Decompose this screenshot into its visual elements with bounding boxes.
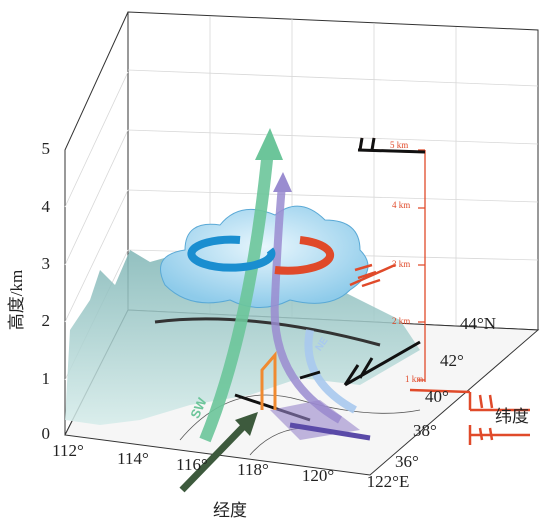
x-tick: 116° [176, 455, 208, 474]
z-tick: 5 [42, 139, 51, 158]
height-label: 3 km [392, 259, 410, 269]
z-tick: 1 [42, 369, 51, 388]
z-tick: 0 [42, 424, 51, 443]
cold-pool [270, 400, 360, 440]
purple-flow [270, 184, 342, 424]
x-title: 经度 [213, 501, 247, 520]
x-tick: 112° [52, 441, 84, 460]
z-tick: 4 [42, 197, 51, 216]
z-tick: 3 [42, 254, 51, 273]
y-tick: 38° [413, 421, 437, 440]
sw-arrowhead [255, 128, 283, 160]
y-title: 纬度 [495, 407, 529, 426]
y-tick: 40° [425, 387, 449, 406]
trough-line [154, 317, 381, 347]
grid-lines [64, 16, 539, 381]
x-tick: 114° [117, 449, 149, 468]
ne-flow [304, 329, 357, 414]
rotation-red [274, 236, 335, 275]
sw-flow [199, 149, 274, 443]
y-tick: 42° [440, 351, 464, 370]
rotation-blue [187, 235, 276, 272]
height-scale [418, 149, 426, 382]
height-label: 2 km [392, 316, 410, 326]
height-label: 5 km [390, 140, 408, 150]
x-tick: 122°E [367, 472, 410, 491]
y-tick: 44°N [460, 314, 496, 333]
wind-barbs [299, 137, 426, 387]
inflow-arrowhead [235, 412, 258, 436]
cloud [160, 205, 369, 308]
y-tick: 36° [395, 452, 419, 471]
z-tick: 2 [42, 311, 51, 330]
inflow-arrow [179, 422, 248, 493]
height-label: 1 km [405, 374, 423, 384]
low-level-flow [289, 422, 371, 441]
z-title: 高度/km [7, 270, 26, 330]
x-tick: 118° [237, 460, 269, 479]
updraft-arrow [260, 350, 277, 410]
purple-arrowhead [273, 172, 292, 192]
height-label: 4 km [392, 200, 410, 210]
x-tick: 120° [302, 466, 334, 485]
